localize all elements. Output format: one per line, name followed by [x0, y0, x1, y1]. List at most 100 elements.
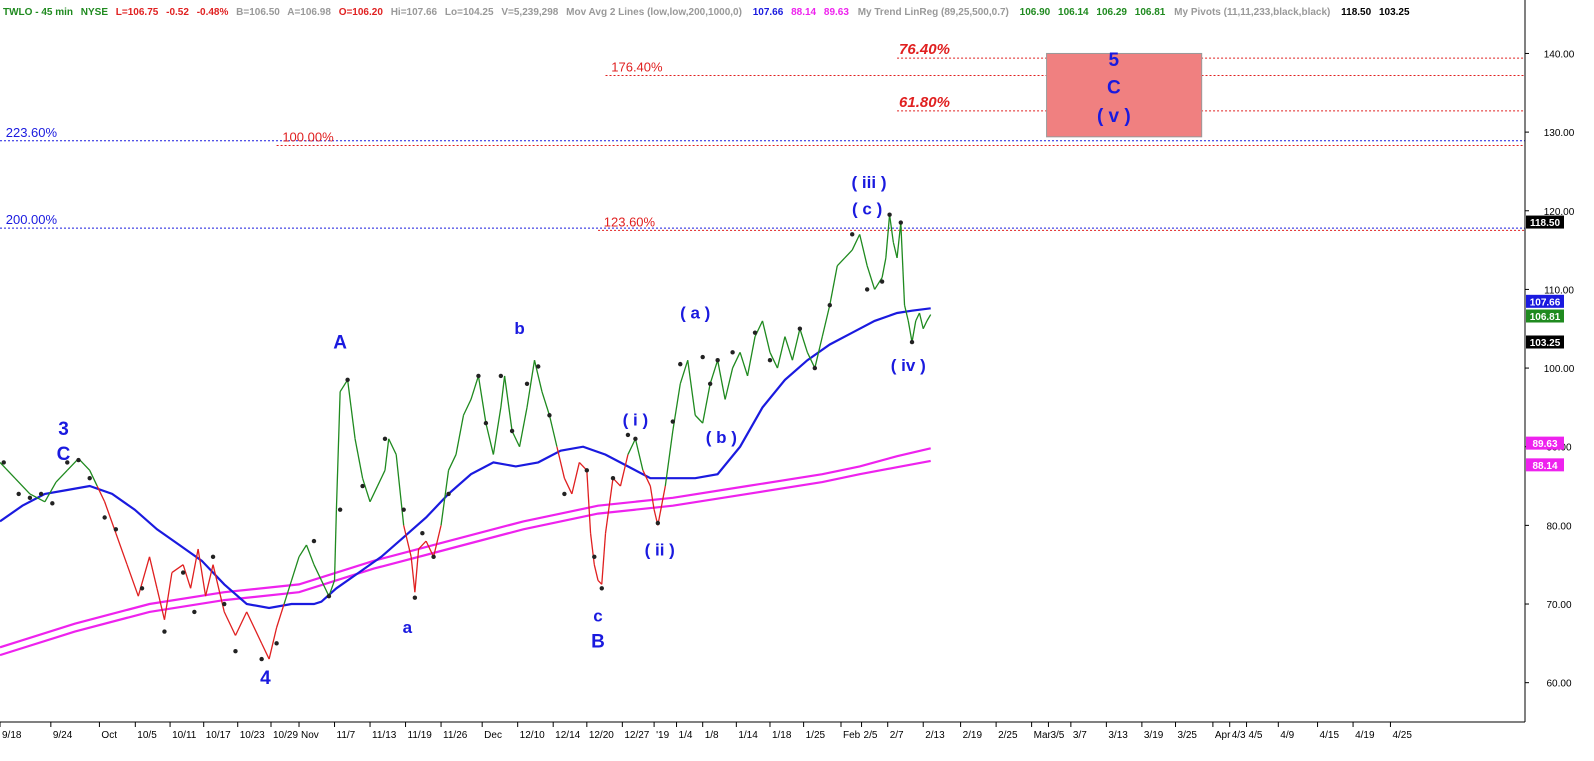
- price-segment: [548, 415, 558, 447]
- ma-magenta-upper-line: [0, 447, 931, 649]
- pivot-dot: [827, 302, 832, 308]
- price-segment: [888, 214, 894, 243]
- price-segment: [418, 540, 427, 550]
- pivot-dot: [584, 468, 590, 473]
- x-tick-label: 4/15: [1320, 730, 1340, 741]
- header-trend-value-2: 106.14: [1058, 7, 1089, 18]
- x-tick-label: Nov: [301, 730, 319, 741]
- wave-label: ( ii ): [645, 540, 675, 559]
- header-exchange: NYSE: [81, 7, 109, 18]
- header-volume: V=5,239,298: [501, 7, 558, 18]
- price-tag: [1526, 436, 1564, 450]
- header-low: Lo=104.25: [445, 7, 494, 18]
- price-tag-label: 106.81: [1530, 312, 1561, 323]
- x-tick-label: 10/23: [240, 730, 265, 741]
- price-segment: [44, 481, 57, 503]
- pivot-dot: [1, 460, 6, 465]
- price-segment: [541, 391, 551, 416]
- price-segment: [739, 352, 749, 377]
- price-layer: [0, 214, 932, 660]
- price-segment: [922, 320, 928, 330]
- x-tick-label: 4/25: [1392, 730, 1412, 741]
- wave-label: ( iii ): [852, 173, 887, 192]
- price-segment: [333, 509, 338, 581]
- price-segment: [403, 525, 412, 557]
- x-tick-label: 10/5: [137, 730, 157, 741]
- price-tag-label: 88.14: [1532, 461, 1557, 472]
- x-tick-label: 3/19: [1144, 730, 1164, 741]
- pivot-dot: [446, 491, 451, 497]
- price-segment: [806, 352, 816, 369]
- x-tick-label: 10/11: [172, 730, 197, 741]
- price-segment: [261, 643, 270, 660]
- price-segment: [851, 234, 861, 251]
- wave-label: ( b ): [706, 428, 737, 447]
- x-tick-label: 1/14: [738, 730, 758, 741]
- y-tick-label: 120.00: [1544, 207, 1575, 218]
- price-segment: [829, 265, 838, 306]
- price-segment: [799, 328, 808, 353]
- pivot-dot: [401, 507, 406, 512]
- price-segment: [503, 375, 513, 432]
- wave-label: b: [514, 319, 524, 338]
- pivot-dot: [633, 436, 638, 442]
- price-segment: [171, 564, 184, 574]
- price-segment: [903, 304, 909, 322]
- pivot-dot: [707, 381, 713, 386]
- pivot-dot: [700, 354, 705, 360]
- wave-label: ( i ): [623, 410, 649, 429]
- pivot-dot: [274, 641, 279, 646]
- price-segment: [283, 580, 293, 605]
- axes-layer: 60.0070.0080.0090.00100.00110.00120.0013…: [0, 0, 1575, 741]
- pivot-dot: [233, 649, 238, 654]
- price-segment: [892, 242, 898, 259]
- price-tag-label: 107.66: [1530, 297, 1561, 308]
- pivot-dot: [610, 475, 616, 481]
- pivot-dot: [311, 538, 317, 544]
- price-segment: [885, 214, 891, 259]
- price-segment: [926, 314, 932, 322]
- header-open: O=106.20: [339, 7, 384, 18]
- pivot-dot: [102, 515, 107, 520]
- price-segment: [246, 611, 263, 644]
- price-segment: [732, 352, 741, 369]
- price-segment: [376, 470, 386, 487]
- x-tick-label: '19: [656, 730, 669, 741]
- price-segment: [844, 249, 853, 259]
- y-tick-label: 60.00: [1546, 679, 1571, 690]
- pivot-dot: [715, 358, 720, 363]
- header-change-pct: -0.48%: [197, 7, 229, 18]
- x-tick-label: 11/19: [408, 730, 433, 741]
- fib-label: 61.80%: [899, 94, 950, 111]
- x-tick-label: 11/13: [372, 730, 397, 741]
- x-tick-label: 2/19: [963, 730, 983, 741]
- wave-labels-layer: 3 C 4 Aa b cB ( i ) ( ii ) ( a ) ( b ) ( iii ) ( c …: [57, 50, 1131, 689]
- price-segment: [182, 564, 192, 589]
- price-segment: [462, 399, 472, 416]
- header-last: L=106.75: [116, 7, 159, 18]
- pivot-dot: [27, 495, 33, 501]
- price-segment: [328, 580, 336, 597]
- pivots-layer: [1, 212, 915, 662]
- price-segment: [96, 485, 106, 503]
- price-segment: [425, 540, 435, 558]
- y-tick-label: 110.00: [1544, 285, 1574, 296]
- fib-label: 123.60%: [604, 214, 656, 229]
- price-segment: [859, 234, 868, 266]
- ma-blue-line: [0, 307, 931, 610]
- price-segment: [597, 579, 603, 585]
- price-segment: [518, 407, 528, 447]
- pivot-dot: [898, 220, 903, 225]
- wave-label: C: [57, 444, 71, 465]
- header-trend-label: My Trend LinReg (89,25,500,0.7): [858, 7, 1009, 18]
- fib-label: 76.40%: [899, 41, 950, 58]
- price-segment: [791, 328, 801, 361]
- price-segment: [410, 556, 416, 593]
- pivot-dot: [113, 527, 119, 532]
- x-tick-label: 1/18: [772, 730, 792, 741]
- x-tick-label: Feb: [843, 730, 861, 741]
- header-ma-value-3: 89.63: [824, 7, 849, 18]
- wave-label: C: [1107, 78, 1121, 99]
- x-tick-label: 1/25: [806, 730, 826, 741]
